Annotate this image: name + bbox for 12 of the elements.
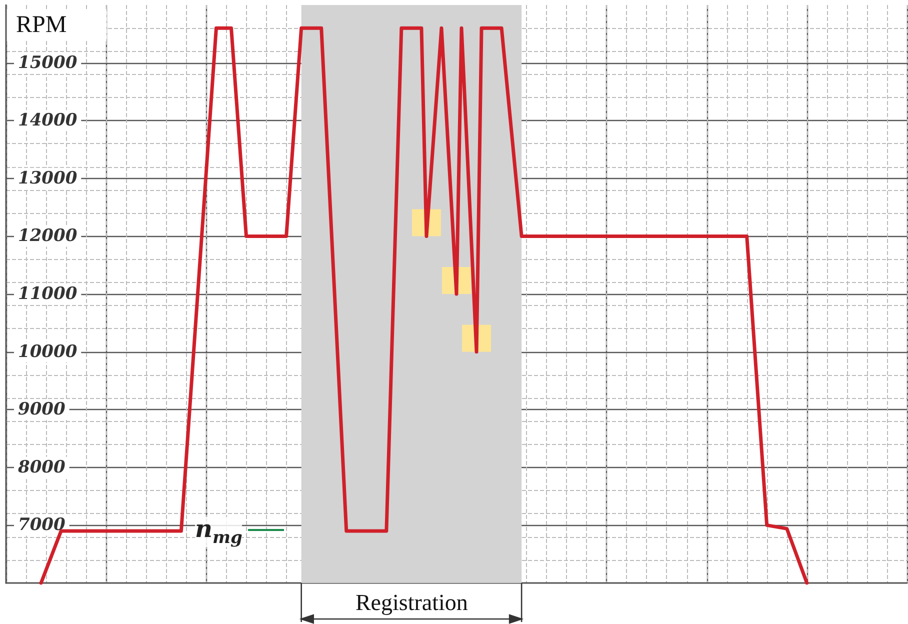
y-tick-label: 11000 (18, 284, 78, 304)
y-tick-label: 14000 (18, 110, 78, 131)
y-tick-label: 8000 (18, 457, 66, 478)
y-tick-label: 15000 (18, 52, 78, 73)
y-tick-label: 9000 (18, 400, 66, 420)
text: Registration (355, 590, 468, 615)
y-tick-label: 13000 (18, 168, 78, 188)
annotation: n$_{mg}$ (195, 514, 242, 548)
y-tick-label: 12000 (18, 226, 78, 246)
y-axis-title: RPM (16, 12, 67, 38)
y-tick-label: 7000 (18, 515, 66, 536)
y-tick-label: 10000 (18, 342, 78, 362)
